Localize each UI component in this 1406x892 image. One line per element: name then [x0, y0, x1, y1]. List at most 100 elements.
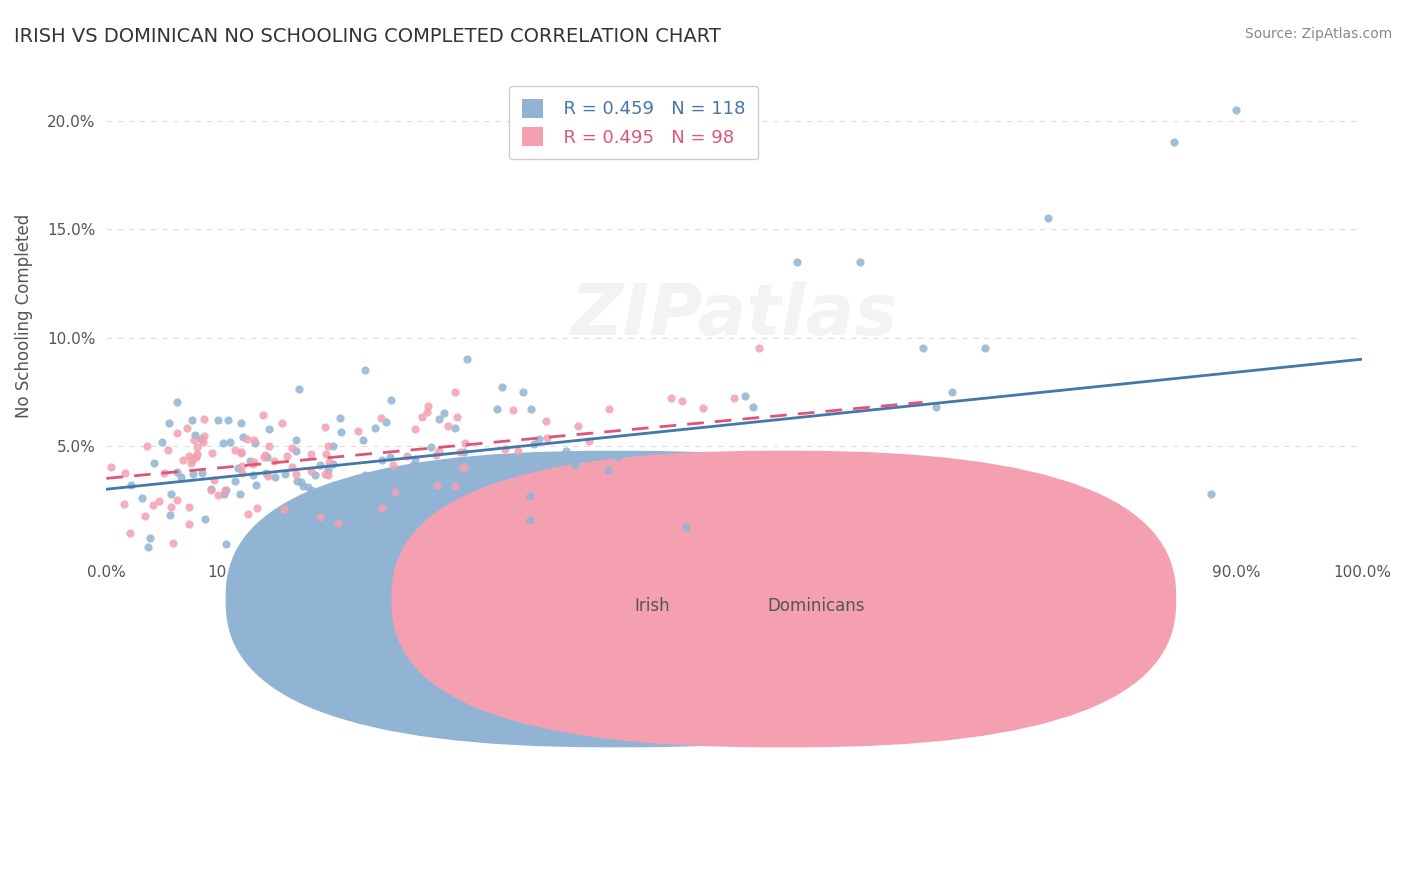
Point: [218, 434, 240, 449]
Point: [139, 531, 162, 545]
Point: [193, 412, 215, 426]
Point: [226, 460, 249, 475]
Point: [748, 342, 770, 356]
Point: [671, 394, 693, 409]
Point: [412, 475, 434, 489]
Point: [299, 464, 322, 478]
Point: [586, 448, 609, 462]
Point: [290, 475, 312, 489]
Point: [502, 402, 524, 417]
Point: [264, 469, 287, 483]
Legend:   R = 0.459   N = 118,   R = 0.495   N = 98: R = 0.459 N = 118, R = 0.495 N = 98: [509, 87, 758, 160]
Point: [224, 475, 246, 489]
Point: [449, 480, 471, 494]
Point: [508, 444, 530, 458]
Point: [567, 418, 589, 433]
Point: [353, 363, 375, 377]
Point: [284, 467, 307, 481]
Point: [186, 450, 208, 464]
Point: [426, 478, 449, 492]
Point: [444, 384, 467, 399]
Point: [396, 486, 419, 500]
Point: [436, 419, 458, 434]
Point: [281, 460, 304, 475]
Point: [314, 467, 336, 481]
Point: [179, 449, 201, 463]
Point: [598, 401, 620, 416]
Point: [536, 414, 558, 428]
Point: [734, 389, 756, 403]
Point: [572, 448, 595, 462]
Point: [564, 458, 586, 472]
Point: [136, 541, 159, 555]
Point: [370, 410, 392, 425]
Point: [416, 405, 439, 419]
Point: [449, 445, 471, 459]
Point: [148, 493, 170, 508]
Point: [207, 488, 229, 502]
Point: [112, 497, 135, 511]
Point: [396, 449, 419, 463]
Point: [181, 413, 204, 427]
Point: [292, 479, 315, 493]
Point: [536, 431, 558, 445]
Point: [425, 448, 447, 462]
Point: [263, 454, 285, 468]
Point: [404, 452, 426, 467]
Point: [363, 421, 385, 435]
Point: [181, 467, 204, 481]
FancyBboxPatch shape: [225, 450, 1011, 747]
Point: [252, 409, 274, 423]
Point: [191, 434, 214, 449]
Point: [519, 490, 541, 504]
Point: [100, 460, 122, 475]
Point: [134, 508, 156, 523]
Point: [131, 491, 153, 505]
Point: [281, 441, 304, 455]
Point: [142, 457, 165, 471]
Point: [384, 484, 406, 499]
Point: [380, 393, 402, 408]
Point: [190, 433, 212, 447]
Point: [207, 412, 229, 426]
Point: [236, 507, 259, 521]
Point: [159, 508, 181, 522]
Point: [243, 455, 266, 469]
Point: [377, 491, 399, 505]
Point: [443, 420, 465, 434]
Point: [215, 537, 238, 551]
Point: [429, 412, 451, 426]
Point: [433, 406, 456, 420]
Point: [202, 474, 225, 488]
Point: [177, 500, 200, 515]
Point: [501, 467, 523, 481]
Point: [607, 450, 630, 465]
Point: [200, 482, 222, 496]
Point: [226, 547, 249, 561]
Point: [229, 417, 252, 431]
Point: [523, 437, 546, 451]
Point: [388, 483, 411, 498]
Point: [491, 379, 513, 393]
Point: [229, 445, 252, 459]
Point: [346, 480, 368, 494]
Point: [114, 467, 136, 481]
Point: [160, 487, 183, 501]
Point: [287, 474, 309, 488]
Point: [596, 462, 619, 476]
Point: [152, 435, 174, 450]
Point: [974, 342, 997, 356]
Point: [299, 447, 322, 461]
Point: [250, 531, 273, 545]
Point: [309, 458, 332, 472]
FancyBboxPatch shape: [391, 450, 1177, 747]
Point: [322, 439, 344, 453]
Text: IRISH VS DOMINICAN NO SCHOOLING COMPLETED CORRELATION CHART: IRISH VS DOMINICAN NO SCHOOLING COMPLETE…: [14, 27, 721, 45]
Point: [153, 467, 176, 481]
Point: [361, 479, 384, 493]
Point: [170, 470, 193, 484]
Point: [375, 416, 398, 430]
Point: [347, 424, 370, 438]
Point: [254, 466, 277, 480]
Point: [315, 447, 337, 461]
